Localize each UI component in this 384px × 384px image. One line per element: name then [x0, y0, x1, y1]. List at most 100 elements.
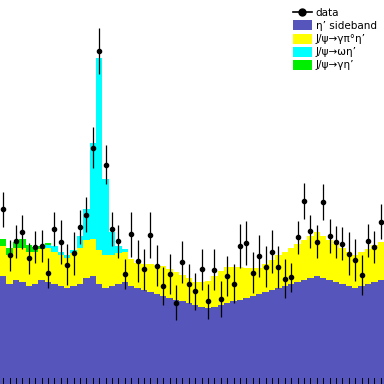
Bar [301, 280, 307, 384]
Bar [346, 286, 352, 384]
Bar [352, 255, 358, 288]
Bar [13, 242, 19, 248]
Bar [179, 275, 185, 301]
Bar [333, 244, 339, 282]
Bar [173, 272, 179, 300]
Bar [185, 278, 192, 303]
Bar [243, 268, 250, 298]
Bar [83, 240, 89, 278]
Bar [89, 143, 96, 239]
Bar [128, 259, 134, 286]
Bar [7, 284, 13, 384]
Bar [371, 245, 377, 282]
Bar [38, 246, 45, 249]
Bar [262, 292, 269, 384]
Bar [224, 303, 230, 384]
Bar [103, 179, 109, 255]
Bar [64, 258, 70, 288]
Bar [64, 255, 70, 258]
Bar [103, 288, 109, 384]
Bar [365, 284, 371, 384]
Bar [326, 280, 333, 384]
Bar [288, 248, 295, 284]
Bar [103, 255, 109, 288]
Bar [262, 264, 269, 292]
Bar [45, 243, 51, 245]
Bar [70, 286, 77, 384]
Bar [147, 264, 154, 292]
Bar [352, 288, 358, 384]
Bar [26, 245, 32, 252]
Bar [358, 252, 365, 286]
Bar [109, 255, 115, 286]
Bar [45, 282, 51, 384]
Bar [230, 267, 237, 301]
Bar [326, 240, 333, 280]
Bar [185, 303, 192, 384]
Bar [269, 290, 275, 384]
Bar [134, 288, 141, 384]
Bar [365, 249, 371, 284]
Bar [295, 244, 301, 282]
Bar [314, 232, 320, 276]
Bar [346, 252, 352, 286]
Bar [96, 250, 103, 284]
Bar [192, 305, 199, 384]
Bar [58, 255, 64, 286]
Bar [96, 284, 103, 384]
Bar [166, 269, 173, 298]
Bar [122, 252, 128, 282]
Bar [237, 300, 243, 384]
Bar [147, 292, 154, 384]
Bar [160, 296, 166, 384]
Bar [320, 236, 326, 278]
Bar [122, 282, 128, 384]
Bar [122, 249, 128, 252]
Bar [320, 278, 326, 384]
Bar [275, 288, 281, 384]
Bar [115, 246, 122, 253]
Bar [51, 252, 58, 284]
Bar [295, 282, 301, 384]
Bar [218, 271, 224, 305]
Bar [224, 267, 230, 303]
Bar [230, 301, 237, 384]
Bar [128, 286, 134, 384]
Bar [96, 58, 103, 250]
Bar [154, 294, 160, 384]
Bar [192, 282, 199, 305]
Bar [141, 264, 147, 290]
Bar [269, 260, 275, 290]
Bar [307, 236, 314, 278]
Bar [205, 308, 211, 384]
Bar [13, 248, 19, 280]
Bar [77, 236, 83, 248]
Bar [83, 278, 89, 384]
Bar [32, 252, 38, 284]
Bar [13, 280, 19, 384]
Bar [83, 209, 89, 240]
Bar [7, 248, 13, 255]
Bar [237, 267, 243, 300]
Bar [288, 284, 295, 384]
Bar [51, 246, 58, 252]
Bar [358, 286, 365, 384]
Bar [256, 268, 262, 294]
Bar [19, 248, 26, 282]
Bar [339, 284, 346, 384]
Bar [51, 284, 58, 384]
Bar [166, 298, 173, 384]
Bar [19, 282, 26, 384]
Bar [70, 253, 77, 286]
Bar [115, 284, 122, 384]
Bar [199, 307, 205, 384]
Bar [0, 239, 7, 246]
Bar [70, 250, 77, 253]
Bar [7, 255, 13, 284]
Bar [250, 268, 256, 296]
Bar [205, 281, 211, 308]
Bar [109, 286, 115, 384]
Bar [211, 307, 218, 384]
Bar [0, 276, 7, 384]
Bar [333, 282, 339, 384]
